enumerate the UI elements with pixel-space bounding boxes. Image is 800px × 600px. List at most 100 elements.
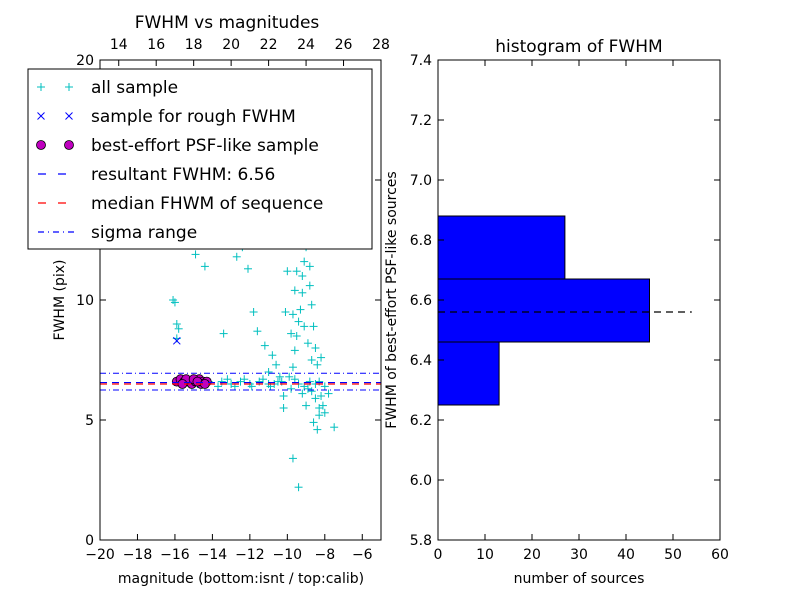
all-sample-point bbox=[305, 262, 314, 271]
all-sample-point bbox=[300, 257, 309, 266]
all-sample-point bbox=[307, 300, 316, 309]
all-sample-point bbox=[247, 382, 256, 391]
scatter-ticks: −20 −18 −16 −14 −12 −10 −8 −6 14 16 18 20 22 24 26 28 0 5… bbox=[76, 37, 390, 563]
all-sample-point bbox=[240, 375, 249, 384]
scatter-x-tick-label: −18 bbox=[123, 547, 153, 563]
histogram-y-tick-label: 6.2 bbox=[410, 413, 432, 429]
all-sample-point bbox=[324, 389, 333, 398]
legend-label: all sample bbox=[91, 78, 178, 98]
all-sample-point bbox=[279, 392, 288, 400]
histogram-x-tick-label: 50 bbox=[664, 547, 682, 563]
all-sample-point bbox=[287, 384, 296, 393]
all-sample-point bbox=[174, 324, 183, 333]
histogram-x-tick-label: 30 bbox=[570, 547, 588, 563]
all-sample-point bbox=[264, 368, 273, 376]
histogram-y-tick-label: 7.4 bbox=[410, 53, 432, 69]
all-sample-point bbox=[300, 322, 309, 331]
all-sample-point bbox=[200, 262, 209, 271]
all-sample-point bbox=[307, 356, 316, 364]
histogram-bar bbox=[437, 215, 566, 280]
scatter-top-tick-label: 28 bbox=[372, 37, 390, 53]
all-sample-point bbox=[315, 404, 324, 412]
legend-item: sample for rough FWHM bbox=[37, 107, 296, 127]
all-sample-point bbox=[313, 360, 322, 369]
legend: all sample sample for rough FWHM best-effo… bbox=[27, 68, 373, 250]
all-sample-point bbox=[253, 327, 262, 336]
all-sample-point bbox=[288, 363, 297, 372]
histogram-y-tick-label: 7.0 bbox=[410, 173, 432, 189]
scatter-top-tick-label: 18 bbox=[185, 37, 203, 53]
all-sample-point bbox=[243, 264, 252, 273]
legend-plus-marker bbox=[65, 83, 73, 91]
histogram-x-axis-label: number of sources bbox=[514, 571, 645, 587]
legend-item: resultant FWHM: 6.56 bbox=[38, 165, 275, 185]
scatter-top-tick-label: 24 bbox=[297, 37, 315, 53]
all-sample-point bbox=[279, 404, 288, 412]
legend-x-marker bbox=[65, 112, 73, 120]
histogram-y-tick-label: 5.8 bbox=[410, 533, 432, 549]
all-sample-point bbox=[287, 329, 296, 338]
all-sample-point bbox=[258, 375, 267, 384]
all-sample-point bbox=[311, 344, 320, 352]
histogram-y-tick-label: 7.2 bbox=[410, 113, 432, 129]
histogram-y-tick-label: 6.8 bbox=[410, 233, 432, 249]
all-sample-point bbox=[191, 250, 200, 259]
all-sample-point bbox=[317, 392, 326, 400]
all-sample-point bbox=[170, 298, 179, 307]
scatter-x-tick-label: −14 bbox=[198, 547, 228, 563]
legend-x-marker bbox=[37, 112, 45, 120]
legend-item: sigma range bbox=[38, 223, 197, 243]
histogram-x-tick-label: 60 bbox=[711, 547, 729, 563]
legend-label: sigma range bbox=[91, 223, 197, 243]
scatter-y-tick-label: 20 bbox=[76, 53, 94, 69]
rough-sample-point bbox=[172, 336, 181, 345]
histogram-plot-frame bbox=[437, 59, 721, 541]
all-sample-point bbox=[302, 401, 311, 410]
histogram-y-tick-label: 6.6 bbox=[410, 293, 432, 309]
scatter-y-tick-label: 10 bbox=[76, 293, 94, 309]
scatter-y-tick-label: 0 bbox=[85, 533, 94, 549]
legend-item: all sample bbox=[37, 78, 178, 98]
scatter-x-tick-label: −6 bbox=[352, 547, 373, 563]
all-sample-point bbox=[307, 387, 316, 396]
all-sample-point bbox=[294, 483, 303, 492]
all-sample-point bbox=[330, 423, 339, 432]
all-sample-point bbox=[311, 394, 320, 403]
histogram-x-tick-label: 0 bbox=[434, 547, 443, 563]
histogram-x-tick-label: 40 bbox=[617, 547, 635, 563]
all-sample-point bbox=[290, 375, 299, 384]
legend-item: best-effort PSF-like sample bbox=[36, 136, 319, 156]
legend-label: best-effort PSF-like sample bbox=[91, 136, 319, 156]
all-sample-point bbox=[313, 425, 322, 434]
all-sample-point bbox=[320, 408, 329, 417]
legend-label: resultant FWHM: 6.56 bbox=[91, 165, 275, 185]
scatter-top-tick-label: 20 bbox=[222, 37, 240, 53]
histogram-x-tick-label: 10 bbox=[476, 547, 494, 563]
scatter-x-tick-label: −16 bbox=[160, 547, 190, 563]
scatter-x-tick-label: −12 bbox=[235, 547, 265, 563]
scatter-chart-title: FWHM vs magnitudes bbox=[135, 13, 320, 33]
all-sample-point bbox=[309, 322, 318, 331]
all-sample-point bbox=[309, 418, 318, 427]
all-sample-point bbox=[290, 346, 299, 355]
scatter-points bbox=[169, 80, 339, 492]
all-sample-point bbox=[283, 267, 292, 276]
scatter-x-tick-label: −8 bbox=[314, 547, 335, 563]
all-sample-point bbox=[320, 382, 329, 391]
all-sample-point bbox=[249, 308, 258, 316]
scatter-x-axis-label: magnitude (bottom:isnt / top:calib) bbox=[118, 571, 364, 587]
scatter-top-tick-label: 26 bbox=[335, 37, 353, 53]
scatter-plot-frame bbox=[99, 59, 382, 541]
scatter-x-tick-label: −20 bbox=[85, 547, 115, 563]
all-sample-point bbox=[305, 281, 314, 290]
scatter-x-tick-label: −10 bbox=[273, 547, 303, 563]
all-sample-point bbox=[317, 353, 326, 362]
scatter-top-tick-label: 14 bbox=[110, 37, 128, 53]
histogram-bar bbox=[437, 278, 650, 343]
histogram-y-tick-label: 6.4 bbox=[410, 353, 432, 369]
all-sample-point bbox=[294, 317, 303, 326]
histogram-bars bbox=[437, 215, 650, 406]
all-sample-point bbox=[268, 351, 277, 360]
all-sample-point bbox=[298, 288, 307, 297]
